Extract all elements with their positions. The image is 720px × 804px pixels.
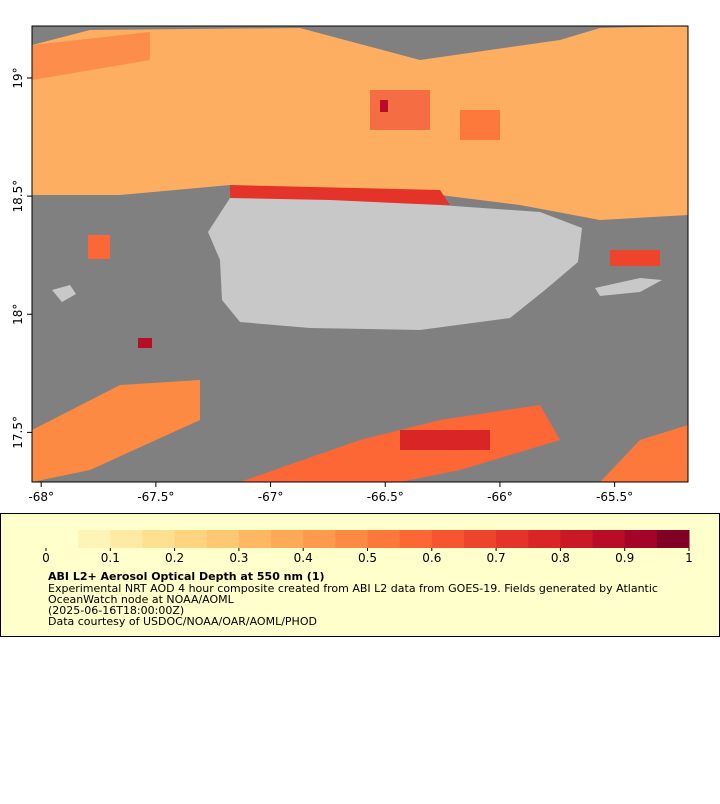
y-tick-label: 19°: [11, 67, 25, 88]
colorbar-step: [238, 530, 272, 548]
colorbar-tick-label: 0.7: [487, 551, 506, 565]
colorbar-tick-label: 0.9: [615, 551, 634, 565]
colorbar-step: [110, 530, 143, 548]
colorbar-tick-label: 0.8: [551, 551, 570, 565]
land: [595, 278, 662, 296]
x-tick-label: -68°: [28, 490, 54, 504]
legend-line: Experimental NRT AOD 4 hour composite cr…: [48, 582, 658, 595]
colorbar-step: [656, 530, 690, 548]
colorbar-step: [560, 530, 594, 548]
colorbar-step: [624, 530, 658, 548]
colorbar-step: [335, 530, 368, 548]
legend-line: Data courtesy of USDOC/NOAA/OAR/AOML/PHO…: [48, 615, 317, 628]
colorbar-step: [142, 530, 176, 548]
legend-title: ABI L2+ Aerosol Optical Depth at 550 nm …: [48, 570, 325, 583]
colorbar-step: [206, 530, 240, 548]
colorbar-tick-label: 1: [685, 551, 693, 565]
x-tick-label: -66.5°: [367, 490, 404, 504]
colorbar-step: [431, 530, 465, 548]
x-tick-label: -67°: [258, 490, 284, 504]
colorbar-step: [592, 530, 626, 548]
colorbar-step: [399, 530, 433, 548]
land: [52, 285, 76, 302]
colorbar-tick-label: 0.3: [229, 551, 248, 565]
y-tick-label: 18°: [11, 304, 25, 325]
colorbar-step: [78, 530, 111, 548]
colorbar-tick-label: 0: [42, 551, 50, 565]
colorbar-step: [46, 530, 79, 548]
y-tick-label: 17.5°: [11, 416, 25, 449]
colorbar-step: [367, 530, 401, 548]
colorbar-step: [496, 530, 529, 548]
colorbar-tick-label: 0.1: [101, 551, 120, 565]
x-tick-label: -65.5°: [596, 490, 633, 504]
legend-line: (2025-06-16T18:00:00Z): [48, 604, 184, 617]
colorbar-step: [271, 530, 304, 548]
x-tick-label: -66°: [487, 490, 513, 504]
x-tick-label: -67.5°: [137, 490, 174, 504]
colorbar-step: [303, 530, 336, 548]
aod-field: [32, 26, 688, 482]
colorbar-tick-label: 0.2: [165, 551, 184, 565]
colorbar-tick-label: 0.6: [422, 551, 441, 565]
colorbar-step: [528, 530, 561, 548]
colorbar-step: [174, 530, 208, 548]
land: [208, 198, 582, 330]
legend-line: OceanWatch node at NOAA/AOML: [48, 593, 235, 606]
y-tick-label: 18.5°: [11, 180, 25, 213]
colorbar-tick-label: 0.5: [358, 551, 377, 565]
colorbar-step: [463, 530, 497, 548]
map-frame: [31, 25, 689, 483]
colorbar-tick-label: 0.4: [294, 551, 313, 565]
